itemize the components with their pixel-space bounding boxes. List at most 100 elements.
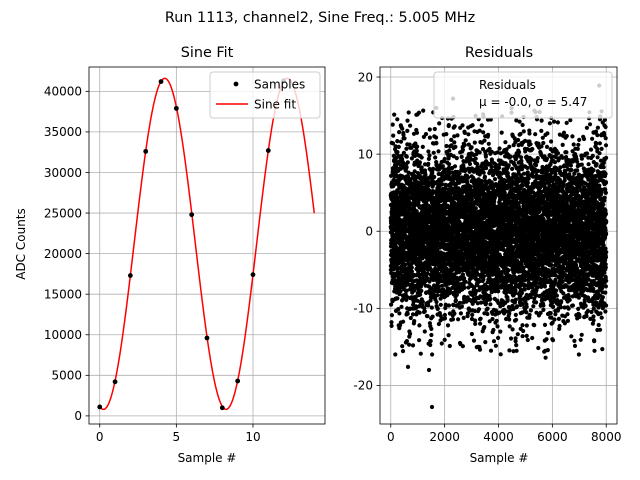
residual-point (428, 342, 433, 348)
residual-point (508, 336, 514, 341)
legend-samples-label: Samples (254, 78, 305, 92)
residual-point (397, 130, 402, 135)
residual-point (404, 146, 409, 151)
residual-point (414, 130, 420, 135)
residual-point (481, 274, 486, 279)
residual-point (482, 325, 487, 330)
residual-point (513, 312, 518, 317)
residual-point (447, 343, 452, 349)
residual-point (481, 130, 486, 135)
residual-point (408, 331, 413, 336)
legend-samples-marker (233, 81, 239, 87)
sample-point (189, 212, 195, 218)
residual-point (507, 348, 512, 353)
residual-point (467, 161, 473, 167)
residual-point (460, 272, 466, 277)
residual-point (438, 302, 443, 307)
residual-point (463, 138, 468, 143)
residual-point (418, 292, 423, 297)
residual-point (429, 332, 434, 338)
residual-point (426, 149, 431, 154)
residual-point (409, 269, 414, 274)
residual-point (422, 329, 427, 334)
y-tick-label: 15000 (44, 287, 82, 301)
residual-point (389, 323, 394, 328)
residual-point (416, 110, 422, 115)
residual-point (514, 317, 519, 322)
sine-fit-xlabel: Sample # (178, 451, 237, 465)
sine-fit-title: Sine Fit (181, 45, 234, 61)
residual-point (516, 137, 521, 143)
residual-point (431, 166, 436, 171)
residual-point (485, 306, 490, 311)
residual-point (507, 144, 512, 149)
residual-point (442, 316, 448, 321)
residual-point (407, 342, 412, 347)
residual-point (513, 336, 518, 341)
residual-point (418, 351, 423, 356)
residual-point (496, 335, 501, 340)
residual-point (485, 311, 490, 317)
residual-point (493, 343, 498, 348)
residual-point (473, 206, 478, 211)
residual-point (450, 317, 456, 322)
residual-point (471, 338, 477, 343)
residual-point (510, 327, 515, 332)
sine-fit-panel: Sine Fit Sample # ADC Counts 0 5 100500010… (14, 45, 326, 465)
residual-point (446, 123, 451, 128)
residual-point (419, 165, 424, 170)
residual-point (410, 343, 416, 348)
residual-point (483, 154, 488, 159)
residual-point (517, 119, 522, 124)
residual-point (521, 328, 526, 334)
residual-point (477, 150, 482, 155)
residual-point (390, 122, 395, 127)
residual-point (446, 303, 452, 308)
residual-point (440, 182, 445, 187)
sample-point (204, 335, 210, 341)
residual-point (417, 338, 422, 343)
residual-point (489, 164, 494, 170)
residual-point (461, 315, 466, 320)
residual-point (404, 288, 409, 293)
residuals-xlabel: Sample # (470, 451, 529, 465)
residual-point (491, 327, 496, 333)
residual-point (458, 311, 463, 316)
residual-point (478, 316, 483, 321)
residual-point (459, 154, 464, 159)
residual-point (507, 317, 512, 322)
residual-point (393, 352, 398, 357)
residual-point (459, 304, 464, 309)
residual-point (439, 341, 444, 346)
residual-point (424, 275, 430, 281)
residual-point (389, 320, 394, 325)
sample-point (219, 405, 225, 411)
residual-point (473, 321, 478, 326)
residual-point (389, 302, 394, 307)
residual-point (463, 279, 468, 284)
residual-point (444, 132, 449, 137)
residual-point (412, 203, 418, 208)
residual-point (429, 326, 434, 331)
y-tick-label: 40000 (44, 85, 82, 99)
residual-point (486, 141, 491, 146)
residual-point (492, 177, 498, 182)
residual-point (518, 131, 523, 137)
residual-point (452, 140, 457, 145)
residual-point (425, 314, 430, 319)
residual-point (486, 132, 491, 137)
residual-point (468, 187, 474, 192)
x-tick-label: 10 (245, 430, 260, 444)
sample-point (143, 148, 149, 154)
residual-point (447, 162, 452, 167)
residual-point (514, 348, 519, 353)
residual-point (405, 128, 410, 133)
residual-point (393, 241, 398, 246)
sample-point (235, 378, 241, 384)
residual-point (506, 163, 511, 168)
residual-point (391, 133, 396, 138)
residual-point (452, 124, 457, 129)
residual-point (406, 110, 411, 115)
residual-point (423, 132, 429, 137)
